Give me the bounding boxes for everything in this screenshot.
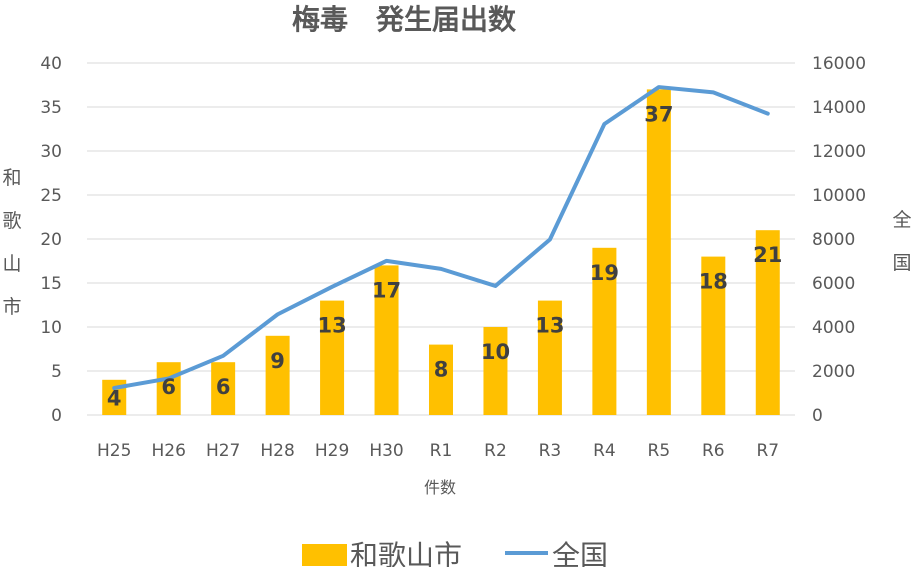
x-tick-label: H26 — [151, 441, 185, 461]
y2-tick-label: 10000 — [812, 186, 866, 206]
bar-data-label: 18 — [699, 270, 728, 294]
x-tick-label: R6 — [702, 441, 725, 461]
bar — [211, 362, 236, 415]
legend-bar-label: 和歌山市 — [350, 539, 462, 567]
x-tick-label: R2 — [484, 441, 507, 461]
x-tick-label: H30 — [369, 441, 403, 461]
bar-data-label: 19 — [590, 261, 619, 285]
bar — [537, 300, 562, 415]
y-tick-label: 40 — [40, 54, 62, 74]
y2-tick-label: 2000 — [812, 362, 855, 382]
x-tick-label: H28 — [260, 441, 294, 461]
x-axis: H25 H26 H27 H28 H29 H30 R1 R2 R3 R4 R5 R6 R7 — [97, 441, 779, 461]
y2-tick-label: 16000 — [812, 54, 866, 74]
x-tick-label: R7 — [756, 441, 779, 461]
bar — [755, 230, 780, 415]
bar — [701, 256, 726, 415]
y2-tick-label: 6000 — [812, 274, 855, 294]
x-tick-label: R1 — [430, 441, 453, 461]
bar — [374, 265, 399, 415]
bar — [265, 335, 290, 415]
legend: 和歌山市 全国 — [302, 539, 608, 567]
y-tick-label: 25 — [40, 186, 62, 206]
data-labels: 4 6 6 9 13 17 8 10 13 19 37 18 21 — [107, 102, 782, 410]
y-tick-label: 15 — [40, 274, 62, 294]
x-tick-label: R4 — [593, 441, 616, 461]
y2-axis-title: 全国 — [892, 209, 911, 274]
chart-title: 梅毒 発生届出数 — [292, 3, 517, 36]
bar-series — [102, 89, 780, 416]
y-axis-right: 0 2000 4000 6000 8000 10000 12000 14000 16000 — [812, 54, 866, 426]
x-tick-label: H27 — [206, 441, 240, 461]
y2-tick-label: 12000 — [812, 142, 866, 162]
bar — [483, 327, 508, 415]
y-axis-left: 0 5 10 15 20 25 30 35 40 — [40, 54, 62, 426]
line-series-path — [112, 85, 770, 390]
legend-line-label: 全国 — [552, 539, 608, 567]
y-tick-label: 0 — [51, 406, 62, 426]
bar-data-label: 6 — [216, 375, 231, 399]
bar-data-label: 17 — [372, 278, 401, 302]
bar-data-label: 4 — [107, 386, 122, 410]
bar-data-label: 9 — [270, 349, 285, 373]
y2-tick-label: 14000 — [812, 98, 866, 118]
x-tick-label: R5 — [648, 441, 671, 461]
x-tick-label: R3 — [539, 441, 562, 461]
bar — [320, 300, 345, 415]
bar — [156, 362, 181, 415]
legend-bar-swatch — [302, 544, 347, 566]
bar — [592, 247, 617, 415]
bar-data-label: 6 — [161, 375, 176, 399]
y2-tick-label: 0 — [812, 406, 823, 426]
bar — [429, 344, 453, 415]
bar-data-label: 8 — [434, 358, 449, 382]
y-tick-label: 10 — [40, 318, 62, 338]
x-tick-label: H25 — [97, 441, 131, 461]
bar-data-label: 37 — [644, 102, 673, 126]
y-axis-title: 和歌山市 — [2, 167, 21, 318]
bar-data-label: 10 — [481, 340, 510, 364]
x-axis-title: 件数 — [424, 478, 456, 497]
bar-data-label: 21 — [753, 243, 782, 267]
line-series — [112, 85, 770, 390]
gridlines — [87, 62, 795, 416]
y-tick-label: 20 — [40, 230, 62, 250]
bar — [646, 89, 671, 416]
y-tick-label: 30 — [40, 142, 62, 162]
y-tick-label: 5 — [51, 362, 62, 382]
x-tick-label: H29 — [315, 441, 349, 461]
y-tick-label: 35 — [40, 98, 62, 118]
y2-tick-label: 4000 — [812, 318, 855, 338]
y2-tick-label: 8000 — [812, 230, 855, 250]
bar-data-label: 13 — [317, 314, 346, 338]
bar-data-label: 13 — [535, 314, 564, 338]
